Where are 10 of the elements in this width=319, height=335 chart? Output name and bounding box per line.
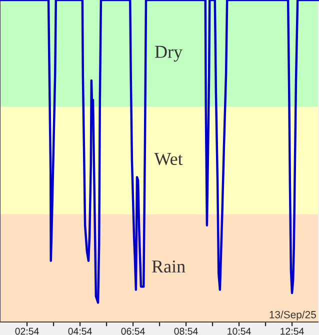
band-label: Wet <box>154 153 183 166</box>
x-tick-label: 12:54 <box>280 328 304 335</box>
x-tick-label: 06:54 <box>121 328 145 335</box>
band-label: Dry <box>155 46 183 62</box>
x-tick-label: 08:54 <box>174 328 198 335</box>
annotation: 13/Sep/25 <box>270 310 316 320</box>
x-tick-label: 02:54 <box>15 328 39 335</box>
band-label: Rain <box>152 260 186 273</box>
x-tick-label: 04:54 <box>68 328 92 335</box>
x-tick-label: 10:54 <box>228 328 251 335</box>
